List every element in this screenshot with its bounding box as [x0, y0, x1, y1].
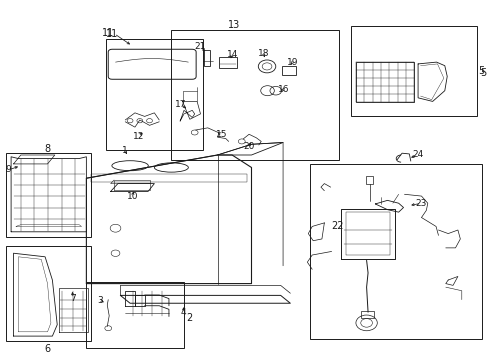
Text: 22: 22	[331, 221, 344, 231]
Text: 24: 24	[411, 150, 422, 159]
Bar	[6, 153, 91, 237]
Text: 19: 19	[286, 58, 298, 67]
Text: 1: 1	[122, 146, 128, 155]
Text: 12: 12	[132, 132, 144, 141]
Bar	[86, 282, 183, 348]
Bar	[350, 26, 476, 116]
Bar	[309, 164, 481, 339]
Text: 5: 5	[477, 66, 484, 76]
Bar	[355, 62, 413, 102]
Text: 8: 8	[44, 144, 50, 154]
Text: 4: 4	[181, 309, 186, 318]
Text: 5: 5	[479, 68, 485, 78]
Text: 20: 20	[243, 141, 254, 150]
Text: 21: 21	[194, 42, 206, 51]
Bar	[105, 39, 203, 150]
Text: 23: 23	[415, 199, 427, 208]
Text: 11: 11	[102, 28, 114, 38]
Text: 15: 15	[215, 130, 227, 139]
Text: 16: 16	[278, 85, 289, 94]
Text: 14: 14	[226, 50, 238, 59]
Bar	[171, 30, 338, 160]
Text: 18: 18	[257, 49, 269, 58]
Text: 3: 3	[98, 296, 103, 305]
Text: 10: 10	[126, 192, 138, 201]
Text: 2: 2	[185, 312, 192, 323]
Text: 7: 7	[70, 294, 76, 303]
Text: 13: 13	[228, 19, 240, 30]
Text: 9: 9	[5, 166, 11, 175]
Bar	[6, 246, 91, 341]
Text: 17: 17	[175, 100, 186, 109]
Text: 11: 11	[105, 28, 118, 39]
Text: 6: 6	[44, 344, 50, 354]
